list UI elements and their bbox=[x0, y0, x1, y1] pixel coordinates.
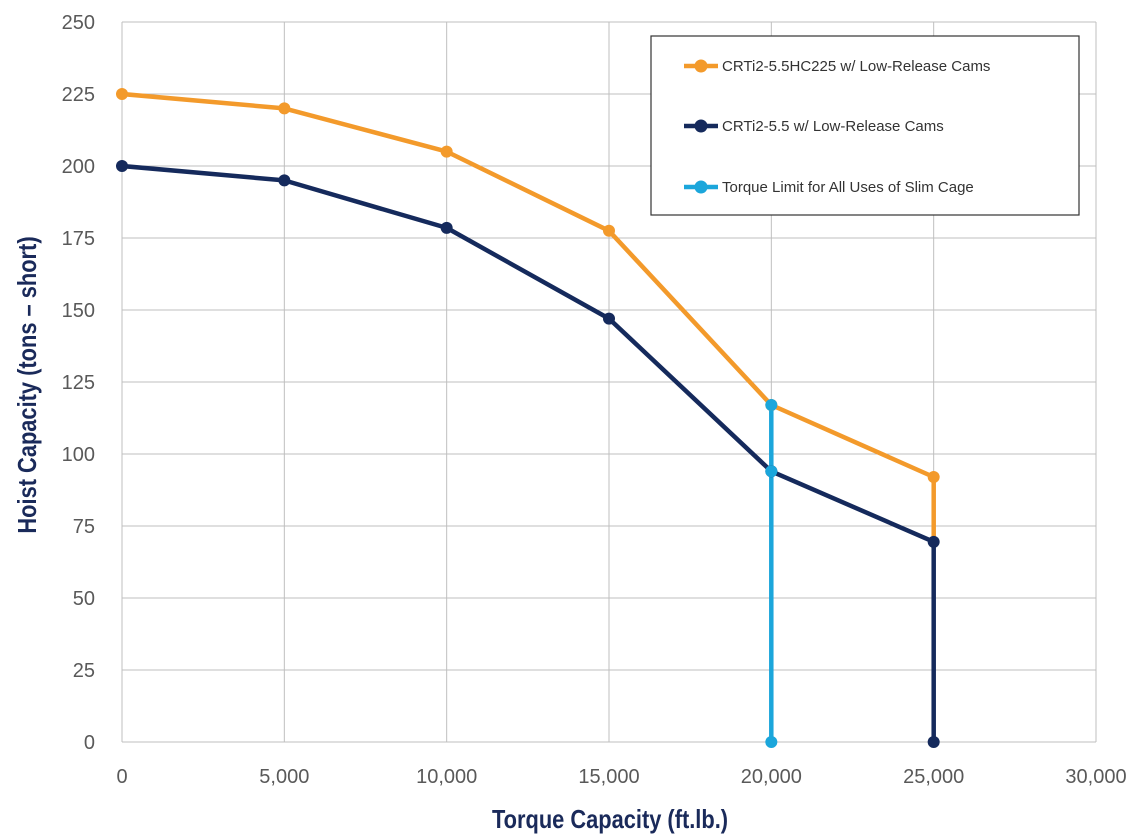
legend-label: CRTi2-5.5 w/ Low-Release Cams bbox=[722, 118, 944, 135]
series-markers bbox=[116, 88, 940, 748]
x-tick-label: 30,000 bbox=[1065, 766, 1126, 788]
y-tick-label: 0 bbox=[84, 732, 95, 754]
data-point-crti2-5-5-w-low-release-cams bbox=[116, 160, 128, 172]
x-tick-label: 25,000 bbox=[903, 766, 964, 788]
x-tick-label: 10,000 bbox=[416, 766, 477, 788]
y-axis-title: Hoist Capacity (tons – short) bbox=[13, 236, 42, 533]
legend-item: CRTi2-5.5HC225 w/ Low-Release Cams bbox=[684, 58, 990, 75]
legend-item: Torque Limit for All Uses of Slim Cage bbox=[684, 179, 974, 196]
x-tick-label: 5,000 bbox=[259, 766, 309, 788]
legend-label: CRTi2-5.5HC225 w/ Low-Release Cams bbox=[722, 58, 990, 75]
data-point-crti2-5-5-w-low-release-cams bbox=[927, 535, 940, 548]
y-tick-label: 25 bbox=[73, 660, 95, 682]
grid bbox=[121, 21, 1097, 743]
y-tick-label: 100 bbox=[62, 444, 95, 466]
data-point-torque-limit-for-all-uses-of-slim-cage bbox=[765, 736, 778, 748]
data-point-crti2-5-5hc225-w-low-release-cams bbox=[440, 145, 453, 158]
data-point-crti2-5-5-w-low-release-cams bbox=[278, 174, 291, 187]
y-tick-labels: 0 25 50 75 100 125 150 175 200 225 250 bbox=[62, 12, 95, 754]
y-tick-label: 250 bbox=[62, 12, 95, 34]
y-tick-label: 75 bbox=[73, 516, 95, 538]
legend-marker bbox=[694, 59, 708, 73]
data-point-crti2-5-5hc225-w-low-release-cams bbox=[116, 88, 128, 100]
y-tick-label: 125 bbox=[62, 372, 95, 394]
x-tick-label: 15,000 bbox=[578, 766, 639, 788]
data-point-crti2-5-5-w-low-release-cams bbox=[603, 312, 615, 325]
data-point-crti2-5-5hc225-w-low-release-cams bbox=[278, 102, 291, 115]
y-tick-label: 50 bbox=[73, 588, 95, 610]
y-tick-label: 225 bbox=[62, 84, 95, 106]
x-tick-label: 20,000 bbox=[741, 766, 802, 788]
legend-items: CRTi2-5.5HC225 w/ Low-Release Cams CRTi2-… bbox=[684, 58, 990, 196]
legend-item: CRTi2-5.5 w/ Low-Release Cams bbox=[684, 118, 944, 135]
x-tick-label: 0 bbox=[116, 766, 127, 788]
x-axis-title: Torque Capacity (ft.lb.) bbox=[492, 805, 728, 834]
y-tick-label: 200 bbox=[62, 156, 95, 178]
data-point-crti2-5-5-w-low-release-cams bbox=[927, 736, 940, 748]
data-point-torque-limit-for-all-uses-of-slim-cage bbox=[765, 399, 778, 412]
legend-marker bbox=[694, 180, 708, 194]
data-point-crti2-5-5-w-low-release-cams bbox=[440, 221, 453, 234]
legend-marker bbox=[694, 119, 708, 133]
data-point-crti2-5-5hc225-w-low-release-cams bbox=[927, 471, 940, 484]
legend-box bbox=[650, 35, 1080, 216]
data-point-crti2-5-5hc225-w-low-release-cams bbox=[603, 224, 615, 237]
legend-label: Torque Limit for All Uses of Slim Cage bbox=[722, 179, 974, 196]
legend: CRTi2-5.5HC225 w/ Low-Release Cams CRTi2-… bbox=[650, 35, 1080, 216]
data-point-torque-limit-for-all-uses-of-slim-cage bbox=[765, 465, 778, 478]
x-tick-labels: 0 5,000 10,000 15,000 20,000 25,000 30,000 bbox=[116, 766, 1126, 788]
y-tick-label: 150 bbox=[62, 300, 95, 322]
y-tick-label: 175 bbox=[62, 228, 95, 250]
